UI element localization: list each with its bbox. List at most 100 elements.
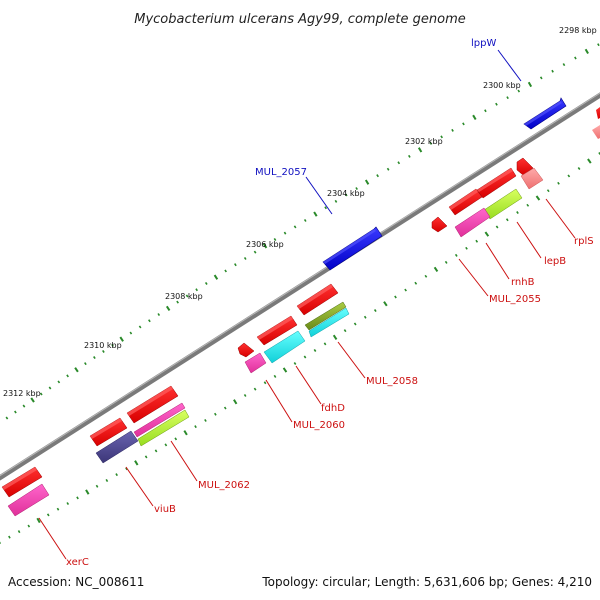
inner-tick-mark (46, 513, 50, 517)
gene-xerC[interactable] (1, 466, 50, 517)
outer-tick-mark (495, 102, 498, 106)
accession-text: Accession: NC_008611 (8, 575, 144, 589)
gene-MUL_2058[interactable] (296, 283, 350, 338)
outer-tick-mark (129, 331, 133, 335)
tick-label: 2306 kbp (246, 240, 284, 249)
outer-tick-mark (22, 404, 26, 408)
outer-tick-mark (562, 63, 566, 67)
outer-tick-mark (417, 147, 423, 153)
inner-tick-mark (332, 334, 338, 340)
gene-MUL_2060[interactable] (237, 342, 267, 374)
gene-label-fdhD[interactable]: fdhD (321, 403, 345, 414)
outer-tick-mark (506, 96, 509, 100)
inner-tick-mark (183, 430, 188, 436)
outer-tick-mark (111, 343, 114, 347)
outer-tick-mark (262, 243, 268, 249)
outer-tick-mark (176, 300, 179, 304)
gene-label-rnhB[interactable]: rnhB (511, 277, 535, 288)
gene-label-lppW[interactable]: lppW (471, 38, 496, 49)
inner-tick-mark (535, 195, 541, 201)
outer-tick-mark (397, 161, 401, 165)
tick-labels: 2298 kbp 2300 kbp 2302 kbp 2304 kbp 2306… (3, 26, 597, 398)
inner-tick-mark (577, 167, 581, 170)
outer-tick-mark (148, 319, 151, 323)
inner-tick-mark (253, 387, 257, 391)
inner-tick-mark (154, 449, 158, 453)
inner-tick-mark (85, 489, 90, 495)
outer-tick-mark (57, 380, 61, 384)
gene-rplS[interactable] (596, 107, 600, 119)
inner-tick-mark (343, 329, 347, 333)
outer-tick-track (5, 43, 600, 420)
gene-pink-1[interactable] (454, 207, 491, 238)
gene-lppW[interactable] (523, 97, 567, 130)
inner-tick-mark (323, 342, 327, 346)
outer-tick-mark (527, 81, 533, 88)
inner-tick-mark (353, 322, 357, 326)
outer-tick-mark (355, 187, 358, 191)
outer-tick-mark (74, 367, 79, 373)
outer-tick-mark (39, 392, 43, 396)
genome-backbone (0, 92, 600, 481)
gene-viuB[interactable] (89, 417, 139, 464)
outer-tick-mark (324, 206, 327, 210)
inner-tick-mark (243, 393, 247, 397)
gene-fdhD[interactable] (256, 315, 306, 364)
tick-label: 2312 kbp (3, 389, 41, 398)
chart-title: Mycobacterium ulcerans Agy99, complete g… (134, 12, 466, 27)
gene-label-xerC[interactable]: xerC (66, 557, 89, 568)
inner-tick-mark (8, 535, 11, 539)
gene-label-lepB[interactable]: lepB (544, 256, 566, 267)
outer-tick-mark (429, 141, 433, 145)
gene-label-MUL_2057[interactable]: MUL_2057 (255, 167, 307, 178)
gene-label-rplS[interactable]: rplS (574, 236, 594, 247)
inner-tick-mark (454, 253, 458, 257)
tick-label: 2302 kbp (405, 137, 443, 146)
gene-label-viuB[interactable]: viuB (154, 504, 176, 515)
outer-tick-mark (66, 374, 69, 378)
outer-tick-mark (93, 356, 96, 360)
inner-tick-mark (587, 158, 592, 164)
inner-tick-mark (567, 174, 571, 178)
outer-tick-mark (224, 269, 227, 273)
gene-label-MUL_2055[interactable]: MUL_2055 (489, 294, 541, 305)
inner-tick-mark (475, 239, 479, 243)
inner-tick-mark (313, 348, 317, 352)
inner-tick-mark (56, 507, 60, 511)
inner-tick-mark (526, 203, 530, 207)
gene-small-red-1[interactable] (431, 216, 448, 233)
inner-tick-mark (115, 473, 118, 477)
inner-tick-mark (273, 374, 277, 378)
gene-MUL_2057[interactable] (322, 226, 383, 271)
inner-tick-mark (516, 211, 519, 215)
outer-tick-mark (303, 218, 307, 222)
outer-tick-mark (195, 288, 198, 292)
outer-tick-mark (234, 263, 237, 267)
inner-tick-mark (394, 295, 397, 299)
label-leaders (38, 49, 576, 560)
outer-tick-mark (539, 76, 543, 80)
outer-tick-mark (597, 43, 600, 47)
outer-tick-mark (119, 336, 124, 342)
tick-label: 2310 kbp (84, 341, 122, 350)
inner-tick-mark (233, 399, 238, 405)
outer-tick-mark (273, 237, 277, 242)
outer-tick-mark (408, 154, 411, 158)
gene-label-MUL_2058[interactable]: MUL_2058 (366, 376, 418, 387)
outer-tick-mark (213, 274, 219, 280)
outer-tick-mark (551, 69, 554, 73)
gene-label-MUL_2062[interactable]: MUL_2062 (198, 480, 250, 491)
inner-tick-mark (125, 467, 128, 471)
outer-tick-mark (451, 128, 454, 132)
inner-tick-mark (214, 412, 217, 416)
forward-gene-track (322, 97, 567, 271)
gene-MUL_2062[interactable] (126, 385, 190, 447)
inner-tick-mark (505, 218, 509, 222)
outer-tick-mark (472, 114, 477, 121)
inner-tick-mark (363, 315, 367, 319)
inner-tick-mark (414, 281, 418, 285)
gene-label-MUL_2060[interactable]: MUL_2060 (293, 420, 345, 431)
gene-rplS-box[interactable] (520, 125, 600, 190)
gene-lepB[interactable] (448, 188, 483, 216)
